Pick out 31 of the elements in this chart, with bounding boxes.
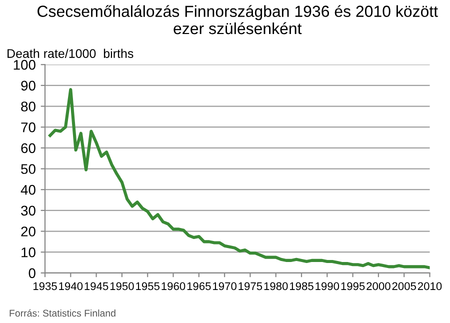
x-tick-label: 1945 — [84, 282, 108, 290]
x-tick-label: 2000 — [366, 282, 390, 290]
x-tick-label: 1980 — [264, 282, 288, 290]
x-tick-label: 1950 — [110, 282, 134, 290]
x-tick-label: 1970 — [213, 282, 236, 290]
y-tick-label: 80 — [21, 102, 36, 112]
y-axis-title: Death rate/1000 births — [8, 48, 134, 58]
y-tick-label: 60 — [21, 143, 36, 154]
x-tick-label: 1990 — [316, 282, 340, 290]
x-tick-label: 2010 — [418, 282, 442, 290]
text: Forrás: Statistics Finland — [10, 309, 116, 317]
y-tick-label: 90 — [21, 80, 36, 91]
y-tick-label: 30 — [21, 206, 36, 216]
y-tick-label: 50 — [21, 164, 36, 174]
x-tick-label: 1965 — [187, 282, 211, 290]
line-series — [48, 88, 430, 270]
y-tick-label: 10 — [22, 247, 36, 258]
x-tick-label: 1975 — [238, 282, 262, 290]
x-tick-label: 1995 — [341, 282, 365, 290]
x-tick-label: 2005 — [392, 282, 416, 290]
x-tick-label: 1935 — [33, 282, 57, 290]
y-tick-label: 0 — [28, 268, 36, 278]
chart-title: Csecsemőhalálozás Finnországban 1936 és 2010 között ezer szülésenként — [38, 5, 438, 34]
x-tick-label: 1960 — [162, 282, 186, 290]
y-tick-label: 70 — [21, 122, 36, 132]
x-tick-label: 1940 — [59, 282, 83, 290]
y-tick-label: 20 — [21, 226, 36, 236]
y-tick-label: 100 — [14, 60, 36, 70]
x-tick-label: 1985 — [290, 282, 314, 290]
x-tick-label: 1955 — [136, 282, 160, 290]
y-tick-label: 40 — [20, 184, 36, 195]
